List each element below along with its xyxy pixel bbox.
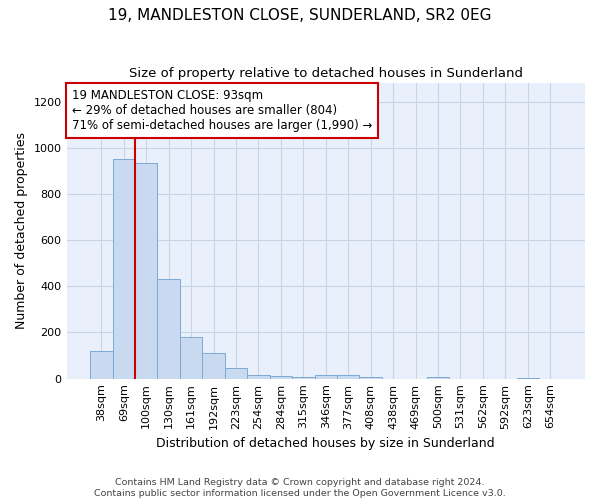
- Text: 19 MANDLESTON CLOSE: 93sqm
← 29% of detached houses are smaller (804)
71% of sem: 19 MANDLESTON CLOSE: 93sqm ← 29% of deta…: [72, 89, 372, 132]
- Bar: [337, 374, 359, 378]
- Bar: [247, 374, 269, 378]
- X-axis label: Distribution of detached houses by size in Sunderland: Distribution of detached houses by size …: [157, 437, 495, 450]
- Bar: [292, 377, 314, 378]
- Bar: [202, 354, 225, 378]
- Bar: [90, 351, 113, 378]
- Bar: [225, 368, 247, 378]
- Bar: [135, 162, 157, 378]
- Bar: [314, 374, 337, 378]
- Bar: [113, 160, 135, 378]
- Bar: [269, 376, 292, 378]
- Title: Size of property relative to detached houses in Sunderland: Size of property relative to detached ho…: [129, 68, 523, 80]
- Text: Contains HM Land Registry data © Crown copyright and database right 2024.
Contai: Contains HM Land Registry data © Crown c…: [94, 478, 506, 498]
- Bar: [180, 337, 202, 378]
- Text: 19, MANDLESTON CLOSE, SUNDERLAND, SR2 0EG: 19, MANDLESTON CLOSE, SUNDERLAND, SR2 0E…: [108, 8, 492, 22]
- Bar: [157, 280, 180, 378]
- Y-axis label: Number of detached properties: Number of detached properties: [15, 132, 28, 330]
- Bar: [427, 377, 449, 378]
- Bar: [359, 377, 382, 378]
